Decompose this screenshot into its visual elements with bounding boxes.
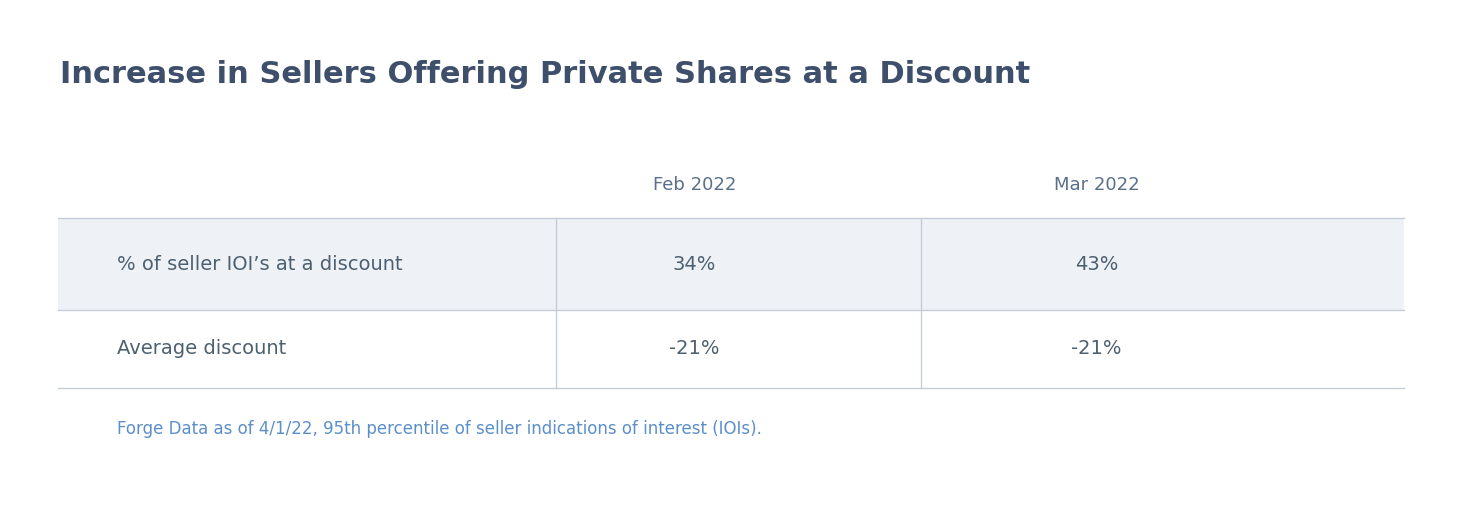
- Text: % of seller IOI’s at a discount: % of seller IOI’s at a discount: [117, 254, 402, 273]
- Text: Mar 2022: Mar 2022: [1054, 176, 1139, 194]
- Text: 34%: 34%: [673, 254, 716, 273]
- Text: Increase in Sellers Offering Private Shares at a Discount: Increase in Sellers Offering Private Sha…: [60, 60, 1031, 89]
- Text: -21%: -21%: [670, 339, 719, 359]
- Text: Average discount: Average discount: [117, 339, 287, 359]
- Bar: [58, 218, 1404, 310]
- Text: Feb 2022: Feb 2022: [652, 176, 737, 194]
- Text: -21%: -21%: [1072, 339, 1121, 359]
- Text: Forge Data as of 4/1/22, 95th percentile of seller indications of interest (IOIs: Forge Data as of 4/1/22, 95th percentile…: [117, 420, 762, 438]
- Bar: [58, 310, 1404, 388]
- Text: 43%: 43%: [1075, 254, 1118, 273]
